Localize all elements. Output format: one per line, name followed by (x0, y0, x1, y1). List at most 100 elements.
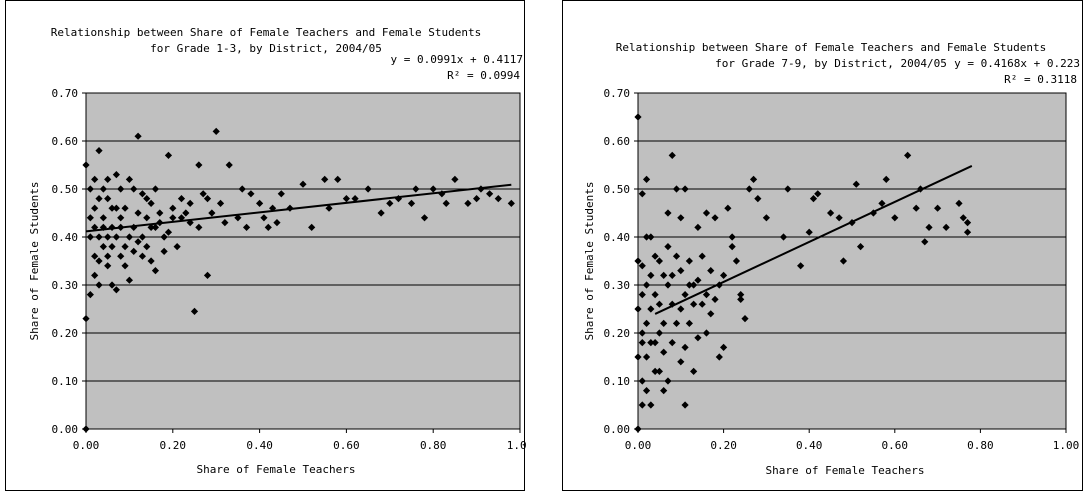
chart-panel-grade-1-3: Relationship between Share of Female Tea… (5, 0, 526, 491)
data-point (642, 353, 651, 361)
data-point (925, 223, 933, 231)
data-point (91, 175, 99, 183)
data-point (642, 175, 651, 183)
data-point (732, 257, 741, 265)
x-tick-label: 0.20 (160, 439, 187, 452)
data-point (724, 204, 732, 212)
x-axis-label: Share of Female Teachers (197, 463, 356, 476)
data-point (634, 257, 642, 265)
data-point (108, 281, 116, 289)
data-point (99, 185, 107, 193)
data-point (169, 214, 177, 222)
data-point (634, 353, 642, 361)
data-point (247, 190, 255, 198)
data-point (117, 214, 125, 222)
data-point (264, 223, 272, 231)
trendline-r-squared: R² = 0.3118 (1004, 73, 1077, 86)
data-point (677, 214, 685, 222)
data-point (121, 262, 129, 270)
plot-area (85, 92, 521, 430)
data-point (82, 315, 90, 323)
trendline (85, 183, 512, 233)
data-point (151, 185, 160, 193)
data-point (86, 185, 94, 193)
y-tick-label: 0.30 (604, 279, 631, 292)
data-point (720, 343, 728, 351)
data-point (95, 147, 103, 155)
data-point (130, 247, 138, 255)
data-point (827, 209, 835, 217)
x-tick-label: 0.40 (246, 439, 273, 452)
data-point (138, 252, 147, 260)
y-tick-label: 0.50 (52, 183, 79, 196)
data-point (117, 185, 125, 193)
data-point (784, 185, 792, 193)
data-point (715, 353, 723, 361)
scatter-chart-grade-7-9: Relationship between Share of Female Tea… (583, 41, 1080, 477)
data-point (121, 204, 129, 212)
data-point (160, 247, 168, 255)
data-point (216, 199, 225, 207)
data-point (108, 243, 116, 251)
data-point (451, 175, 459, 183)
data-point (104, 175, 112, 183)
data-point (737, 295, 745, 303)
data-point (82, 425, 90, 433)
data-point (225, 161, 233, 169)
data-point (681, 291, 689, 299)
data-point (912, 204, 920, 212)
y-tick-label: 0.70 (52, 87, 79, 100)
data-point (86, 233, 94, 241)
data-point (342, 195, 350, 203)
trendline-r-squared: R² = 0.0994 (447, 69, 520, 82)
data-point (668, 271, 676, 279)
data-point (199, 190, 207, 198)
data-point (904, 151, 912, 159)
data-point (134, 132, 142, 140)
data-point (464, 199, 472, 207)
y-tick-label: 0.10 (52, 375, 79, 388)
data-point (186, 199, 194, 207)
data-point (151, 267, 160, 275)
data-point (407, 199, 416, 207)
data-point (429, 185, 437, 193)
data-point (642, 281, 651, 289)
x-tick-label: 0.60 (882, 439, 909, 452)
data-point (442, 199, 450, 207)
data-point (707, 267, 715, 275)
data-point (642, 233, 651, 241)
data-point (95, 281, 103, 289)
data-point (364, 185, 372, 193)
data-point (839, 257, 848, 265)
data-point (143, 243, 151, 251)
data-point (260, 214, 268, 222)
y-tick-label: 0.40 (604, 231, 631, 244)
plot-area (637, 92, 1067, 430)
data-point (690, 281, 698, 289)
data-point (203, 195, 212, 203)
data-point (507, 199, 515, 207)
data-point (737, 291, 745, 299)
data-point (377, 209, 385, 217)
data-point (685, 319, 693, 327)
data-point (117, 252, 125, 260)
data-point (741, 315, 749, 323)
y-tick-label: 0.20 (604, 327, 631, 340)
y-tick-label: 0.70 (604, 87, 631, 100)
data-point (99, 243, 107, 251)
data-point (634, 425, 642, 433)
data-point (86, 291, 94, 299)
y-tick-label: 0.00 (604, 423, 631, 436)
data-point (720, 271, 728, 279)
data-point (125, 276, 133, 284)
data-point (138, 190, 147, 198)
data-point (634, 113, 642, 121)
data-point (86, 214, 94, 222)
y-tick-label: 0.10 (604, 375, 631, 388)
data-point (143, 214, 151, 222)
y-axis-label: Share of Female Students (583, 182, 596, 341)
data-point (749, 175, 758, 183)
data-point (473, 195, 481, 203)
x-tick-label: 0.40 (796, 439, 823, 452)
x-tick-label: 0.80 (967, 439, 994, 452)
